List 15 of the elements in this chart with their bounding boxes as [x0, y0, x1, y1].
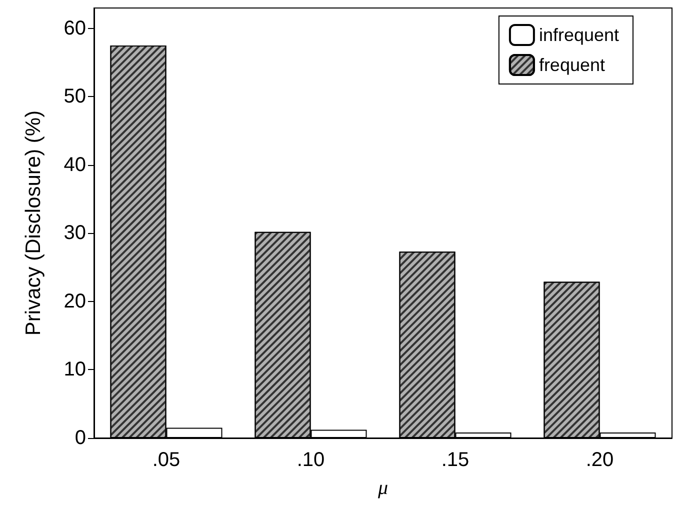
y-tick-label: 30: [64, 222, 86, 244]
y-tick-label: 40: [64, 154, 86, 176]
y-tick-label: 60: [64, 17, 86, 40]
y-axis-title: Privacy (Disclosure) (%): [22, 110, 45, 336]
x-tick-label: .05: [152, 449, 180, 471]
y-tick-label: 20: [64, 290, 86, 312]
y-tick-label: 0: [74, 427, 86, 449]
x-tick-label: .15: [441, 449, 470, 471]
legend-label: frequent: [538, 55, 606, 75]
x-axis-title: μ: [376, 477, 388, 499]
legend-label: infrequent: [538, 25, 620, 45]
x-tick-label: .20: [586, 449, 614, 471]
y-tick-label: 10: [64, 358, 86, 381]
y-tick-label: 50: [64, 86, 86, 108]
x-tick-label: .10: [296, 449, 325, 471]
